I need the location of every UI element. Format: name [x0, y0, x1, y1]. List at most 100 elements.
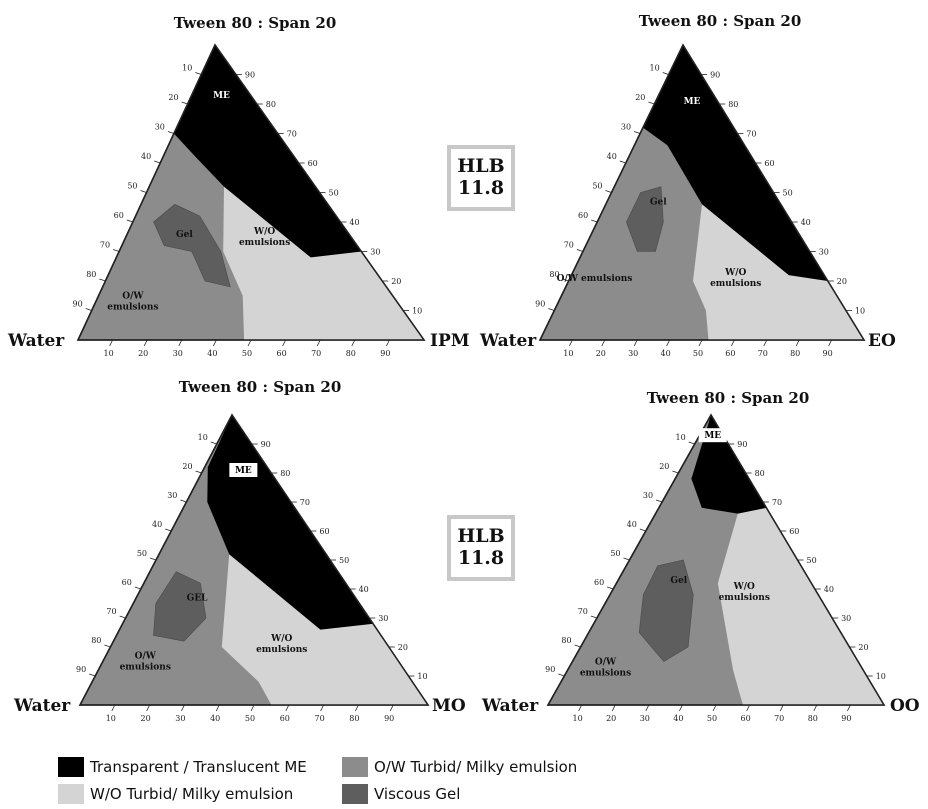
tick-mark: [591, 219, 598, 223]
tick-label-bottom: 30: [640, 714, 650, 723]
tick-label-left: 90: [545, 665, 555, 674]
tick-label-left: 70: [564, 241, 574, 250]
tick-mark: [607, 586, 614, 590]
tick-mark: [639, 528, 646, 532]
tick-label-left: 10: [182, 64, 192, 73]
tick-label-left: 90: [535, 300, 545, 309]
legend-swatch-wo: [58, 784, 84, 804]
tick-mark: [576, 249, 584, 252]
tick-label-left: 70: [100, 241, 110, 250]
tick-label-right: 10: [876, 672, 886, 681]
tick-mark: [85, 308, 92, 311]
tick-label-right: 30: [370, 248, 380, 257]
hlb-box-bottom: HLB 11.8: [447, 515, 515, 581]
tick-mark: [250, 704, 255, 712]
tick-label-bottom: 70: [311, 349, 321, 358]
tick-label-left: 40: [627, 520, 637, 529]
tick-mark: [143, 339, 148, 347]
tick-label-right: 60: [308, 159, 318, 168]
tick-label-left: 80: [549, 270, 559, 279]
tick-mark: [126, 219, 133, 223]
tick-mark: [666, 339, 670, 347]
tick-label-bottom: 50: [707, 714, 717, 723]
tick-label-right: 20: [837, 277, 847, 286]
tick-label-bottom: 60: [725, 349, 735, 358]
tick-mark: [562, 278, 569, 282]
tick-label-bottom: 70: [758, 349, 768, 358]
tick-mark: [590, 615, 598, 619]
region-gel: [626, 186, 664, 252]
tick-mark: [847, 704, 851, 712]
tick-label-left: 60: [114, 211, 124, 220]
tick-label-right: 30: [841, 614, 851, 623]
tick-label-bottom: 40: [673, 714, 683, 723]
region-label-wo: W/O emulsions: [719, 582, 770, 603]
tick-label-right: 10: [417, 672, 427, 681]
corner-label-oil: EO: [868, 331, 896, 351]
tick-label-bottom: 20: [138, 349, 148, 358]
tick-label-right: 80: [728, 100, 738, 109]
tick-mark: [389, 704, 394, 712]
tick-mark: [779, 704, 784, 712]
tick-label-left: 50: [127, 182, 137, 191]
tick-label-right: 20: [858, 643, 868, 652]
tick-label-right: 90: [261, 440, 271, 449]
tick-mark: [178, 339, 183, 347]
tick-mark: [795, 339, 800, 347]
tick-label-bottom: 90: [823, 349, 833, 358]
tick-mark: [99, 278, 106, 282]
region-label-box: [698, 428, 727, 443]
tick-label-left: 60: [122, 578, 132, 587]
tick-label-left: 80: [86, 270, 96, 279]
tick-label-left: 80: [561, 636, 571, 645]
legend-label-me: Transparent / Translucent ME: [90, 758, 307, 776]
tick-label-left: 10: [198, 433, 208, 442]
tick-label-right: 90: [245, 71, 255, 80]
corner-label-water: Water: [481, 696, 539, 716]
tick-label-bottom: 70: [315, 714, 325, 723]
tick-label-bottom: 80: [349, 714, 359, 723]
region-label-ow: O/W emulsions: [107, 292, 158, 313]
tick-label-bottom: 60: [277, 349, 287, 358]
hlb-label: HLB: [457, 525, 505, 548]
tick-label-right: 60: [764, 159, 774, 168]
tick-label-bottom: 90: [841, 714, 851, 723]
tick-mark: [712, 704, 717, 712]
tick-label-right: 30: [819, 248, 829, 257]
tick-label-bottom: 30: [628, 349, 638, 358]
panel-title: Tween 80 : Span 20: [639, 12, 802, 30]
region-label-gel: Gel: [670, 576, 687, 586]
tick-mark: [601, 339, 606, 347]
region-label-me: ME: [704, 431, 721, 441]
tick-mark: [215, 704, 220, 712]
tick-label-left: 90: [73, 300, 83, 309]
tick-mark: [679, 704, 683, 712]
corner-label-oil: MO: [432, 696, 466, 716]
tick-mark: [548, 308, 555, 311]
region-label-gel: GEL: [187, 594, 209, 604]
tick-mark: [282, 339, 286, 347]
tick-label-bottom: 30: [175, 714, 185, 723]
tick-mark: [558, 673, 565, 677]
tick-label-right: 50: [807, 556, 817, 565]
tick-label-left: 70: [578, 607, 588, 616]
tick-label-right: 20: [391, 277, 401, 286]
tick-mark: [154, 160, 161, 164]
hlb-value: 11.8: [457, 177, 505, 199]
tick-label-left: 90: [76, 665, 86, 674]
tick-mark: [134, 586, 141, 590]
tick-label-bottom: 10: [106, 714, 116, 723]
tick-label-right: 10: [412, 307, 422, 316]
tick-label-left: 70: [106, 607, 116, 616]
tick-label-left: 50: [610, 549, 620, 558]
tick-mark: [351, 339, 356, 347]
region-label-me: ME: [213, 91, 230, 101]
hlb-value: 11.8: [457, 547, 505, 569]
tick-label-left: 10: [676, 433, 686, 442]
tick-label-bottom: 20: [596, 349, 606, 358]
tick-label-bottom: 20: [141, 714, 151, 723]
region-label-wo: W/O emulsions: [239, 227, 290, 248]
tick-label-bottom: 90: [384, 714, 394, 723]
tick-mark: [167, 131, 175, 134]
tick-label-bottom: 50: [245, 714, 255, 723]
